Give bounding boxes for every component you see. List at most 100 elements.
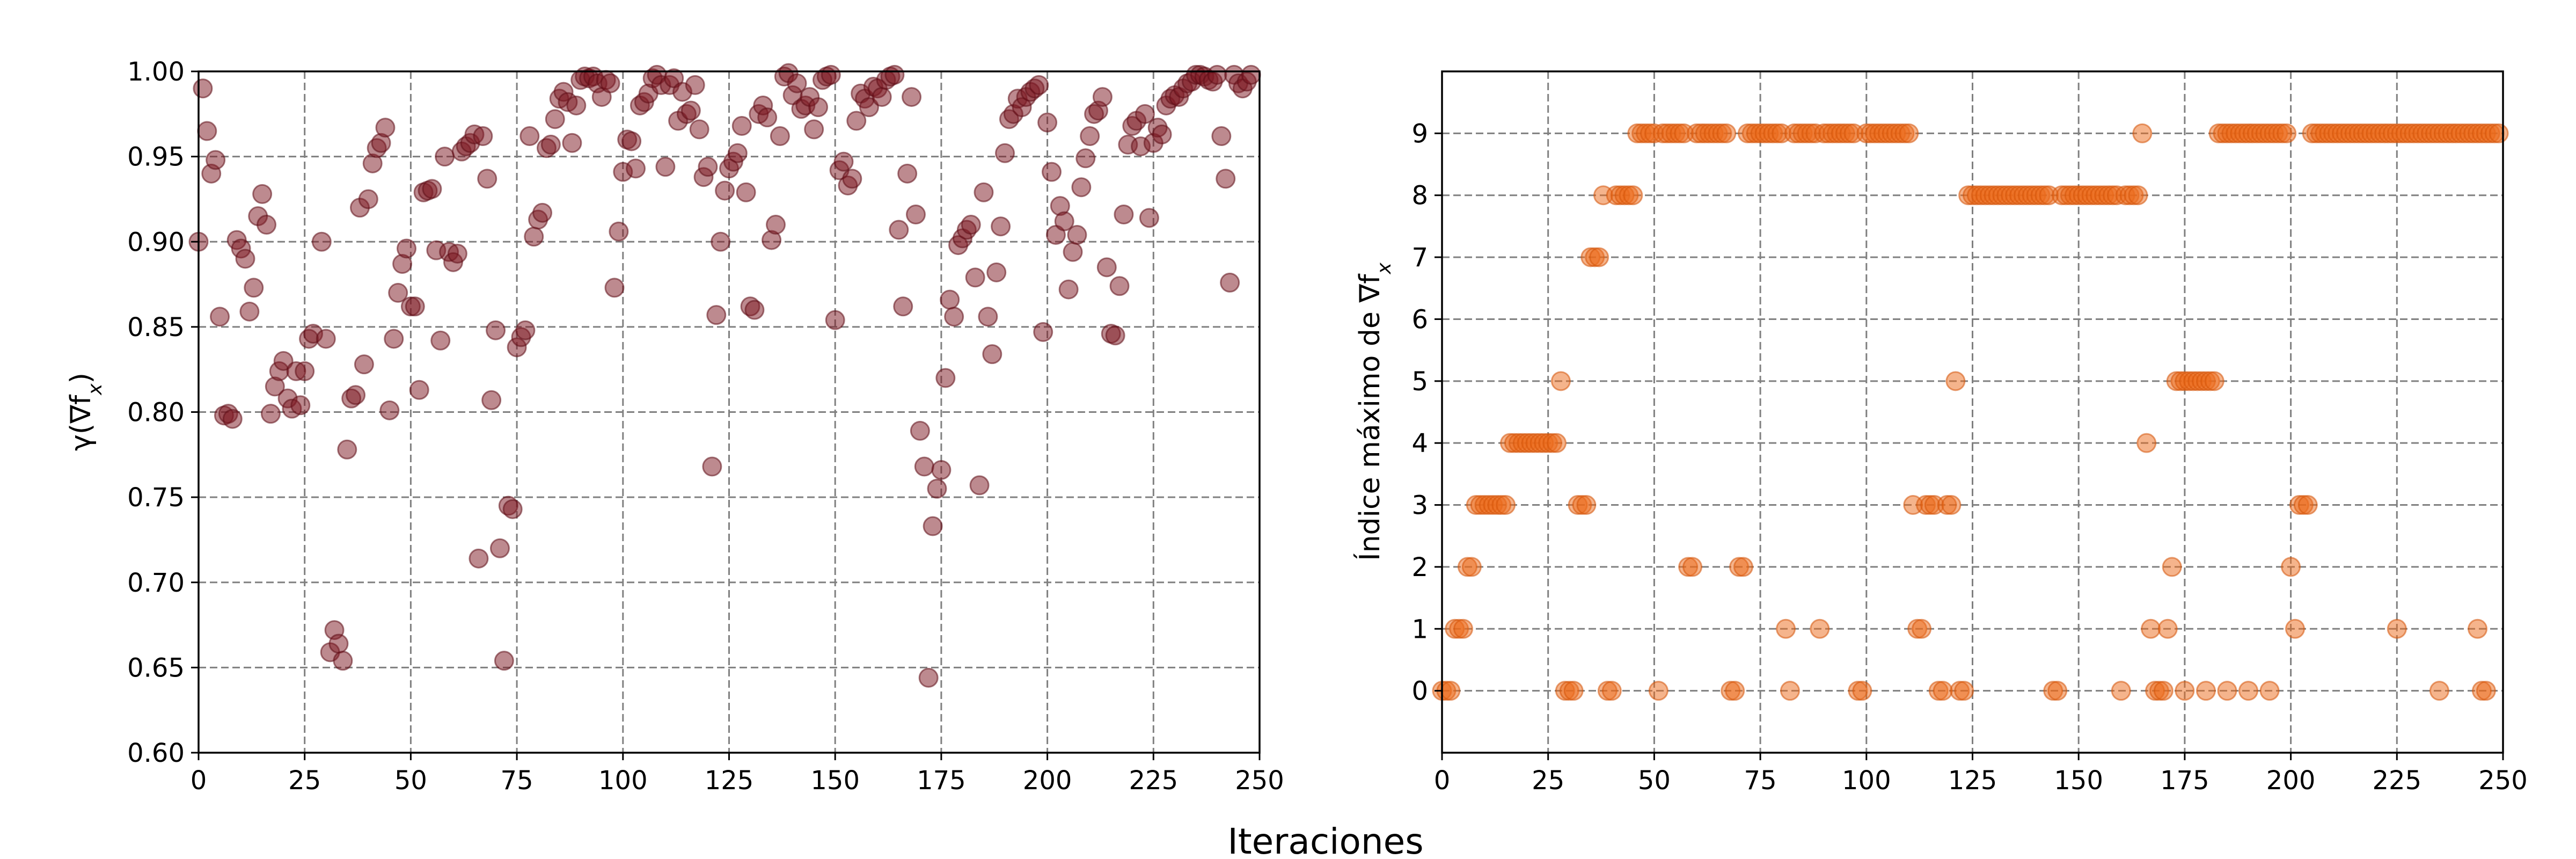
data-point (905, 204, 926, 224)
data-point (1601, 681, 1622, 701)
x-tick-label: 250 (1235, 766, 1284, 796)
data-point (477, 169, 497, 189)
data-point (486, 320, 506, 340)
y-tick-label: 0 (1411, 676, 1428, 707)
data-point (846, 111, 867, 131)
data-point (1899, 123, 1919, 143)
data-point (311, 231, 332, 252)
y-tick-label: 2 (1411, 552, 1428, 583)
data-point (1941, 495, 1962, 515)
data-point (1550, 371, 1571, 391)
chart-max-index-scatter: 0 25 50 75 100 125 150 175 200 225 250 0 1 2 3 4 5 6 7 8 9 Í… (1353, 70, 2528, 796)
data-point (469, 548, 489, 569)
x-tick-label: 150 (2054, 766, 2103, 796)
y-tick-label: 0.70 (127, 568, 185, 598)
x-tick-label: 150 (810, 766, 860, 796)
data-point (965, 267, 985, 288)
data-point (1945, 371, 1966, 391)
data-point (621, 131, 642, 151)
y-tick-label: 0.65 (127, 653, 185, 683)
data-point (1547, 433, 1567, 453)
data-point (884, 64, 905, 85)
y-tick-label: 0.90 (127, 227, 185, 257)
x-tick-label: 250 (2478, 766, 2528, 796)
data-point (940, 289, 960, 310)
y-tick-label: 0.85 (127, 312, 185, 343)
y-tick-label: 0.80 (127, 398, 185, 428)
data-point (1063, 242, 1083, 262)
data-point (193, 78, 213, 99)
data-point (295, 361, 315, 381)
shared-x-axis-label: Iteraciones (1227, 821, 1423, 859)
data-point (524, 227, 544, 247)
data-point (935, 368, 956, 388)
data-point (316, 329, 336, 349)
data-point (991, 216, 1011, 237)
data-point (2162, 557, 2182, 577)
x-tick-label: 100 (598, 766, 648, 796)
y-tick-label: 6 (1411, 304, 1428, 334)
data-point (910, 420, 930, 441)
data-point (494, 651, 514, 671)
data-point (1216, 169, 1236, 189)
data-point (2429, 681, 2449, 701)
data-point (388, 282, 408, 303)
data-point (995, 143, 1015, 163)
data-point (825, 310, 845, 330)
data-point (1075, 148, 1096, 169)
data-point (430, 330, 451, 351)
data-point (1042, 162, 1062, 182)
data-point (2277, 123, 2297, 143)
data-point (1033, 322, 1053, 342)
data-point (1563, 681, 1584, 701)
data-point (770, 126, 790, 147)
data-point (706, 305, 727, 325)
data-point (447, 243, 467, 264)
data-point (897, 163, 918, 184)
data-point (1954, 681, 1974, 701)
data-point (2111, 681, 2131, 701)
x-tick-label: 25 (288, 766, 321, 796)
x-tick-label: 100 (1842, 766, 1891, 796)
data-point (2217, 681, 2237, 701)
data-point (655, 157, 676, 177)
data-point (346, 385, 366, 405)
y-tick-label: 4 (1411, 428, 1428, 458)
data-point (1037, 112, 1058, 133)
data-point (2128, 185, 2148, 206)
data-point (422, 179, 442, 199)
data-point (1623, 185, 1643, 206)
data-point (986, 262, 1007, 282)
x-tick-label: 50 (1638, 766, 1671, 796)
data-point (1496, 495, 1516, 515)
data-point (2196, 681, 2216, 701)
scatter-points (188, 63, 1261, 688)
data-point (257, 215, 277, 235)
data-point (731, 116, 752, 136)
data-point (1054, 211, 1074, 231)
data-point (532, 202, 553, 223)
data-point (604, 278, 625, 298)
data-point (333, 651, 353, 671)
data-point (626, 158, 646, 179)
data-point (1682, 557, 1703, 577)
data-point (515, 320, 536, 340)
x-tick-label: 75 (501, 766, 533, 796)
y-tick-label: 5 (1411, 367, 1428, 397)
data-point (969, 475, 990, 496)
y-axis-label: Índice máximo de ∇fx (1353, 263, 1395, 561)
data-point (927, 478, 947, 499)
axis-ticks: 0 25 50 75 100 125 150 175 200 225 250 0 1 2 3 4 5 6 7 8 9 (1411, 119, 2527, 796)
y-tick-label: 0.95 (127, 142, 185, 172)
data-point (375, 118, 396, 138)
data-point (744, 300, 765, 320)
x-tick-label: 200 (1023, 766, 1072, 796)
data-point (1589, 247, 1609, 267)
data-point (914, 456, 934, 477)
data-point (1109, 276, 1130, 296)
data-point (2387, 618, 2407, 639)
x-tick-label: 125 (1948, 766, 1997, 796)
data-point (872, 87, 892, 107)
data-point (974, 182, 994, 202)
